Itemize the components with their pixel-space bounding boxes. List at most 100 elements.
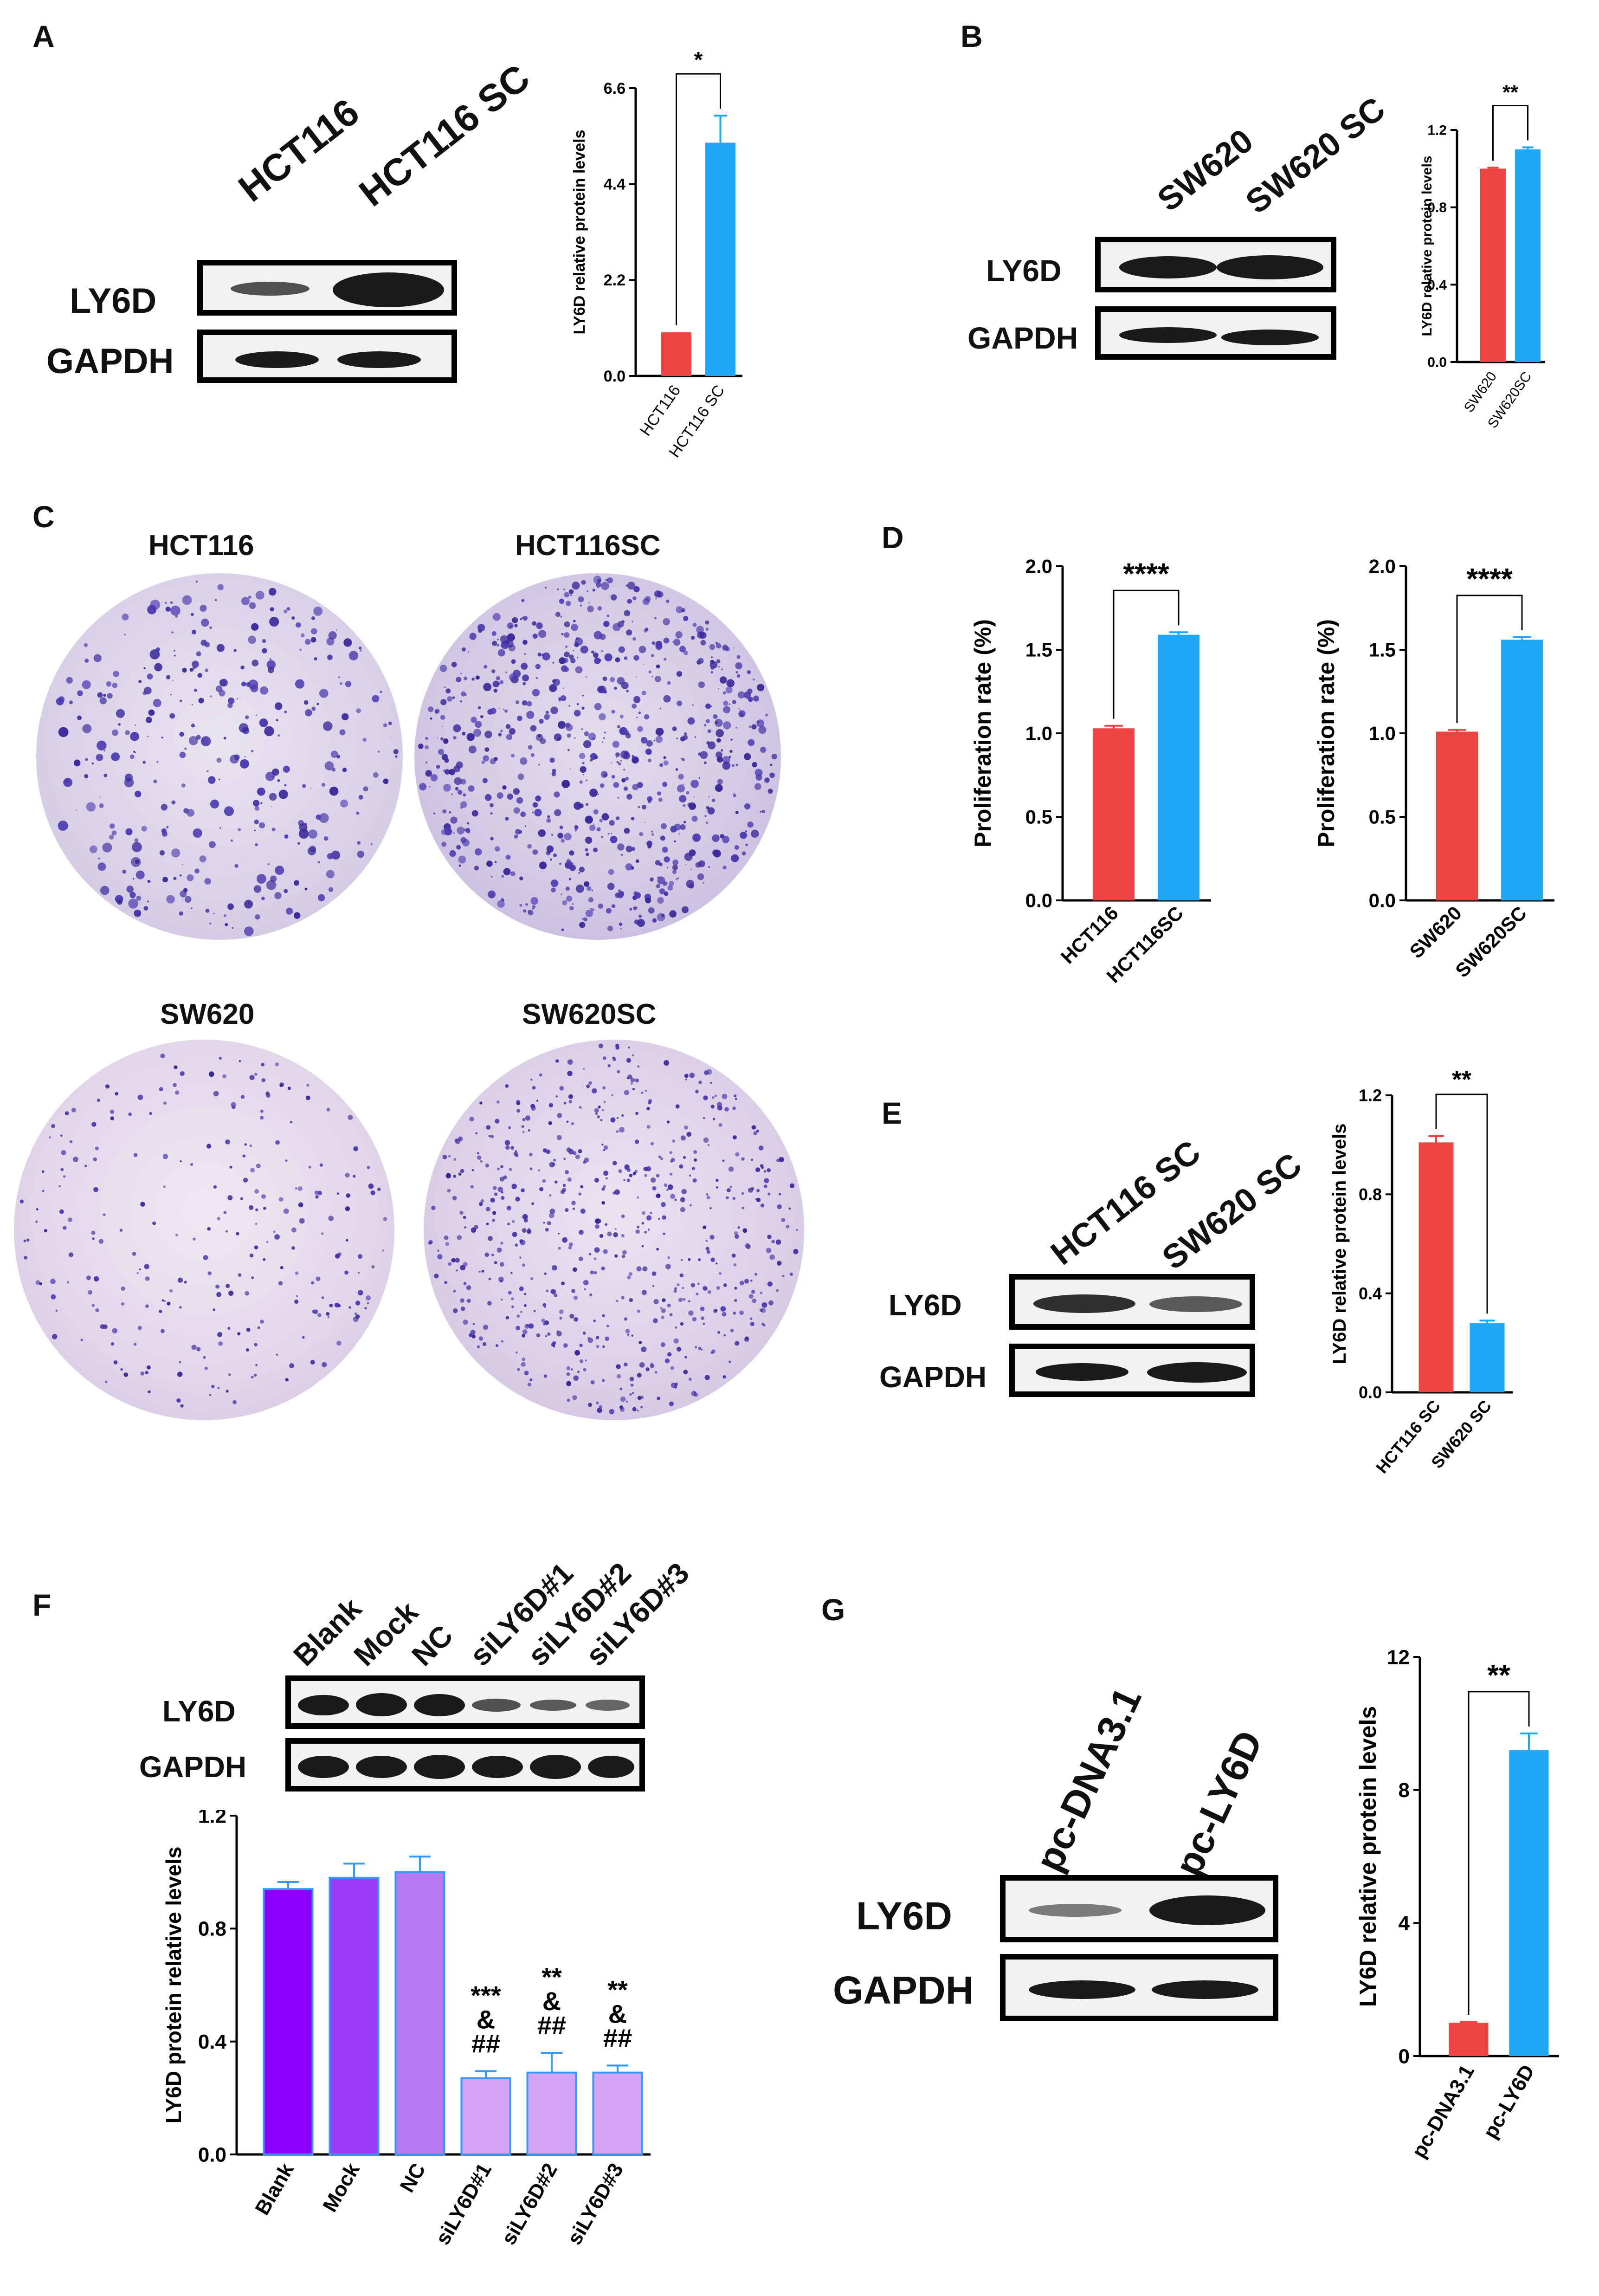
colony — [770, 763, 773, 766]
colony — [569, 905, 574, 911]
colony — [788, 1207, 791, 1210]
colony — [512, 617, 518, 623]
colony — [708, 866, 710, 868]
colony — [613, 686, 617, 690]
colony — [605, 579, 608, 582]
colony — [232, 1400, 237, 1404]
colony — [732, 1197, 736, 1200]
colony — [580, 604, 582, 607]
colony — [504, 1140, 510, 1145]
colony — [728, 1166, 734, 1172]
colony — [520, 757, 528, 765]
colony — [493, 688, 498, 693]
colony — [528, 1129, 530, 1132]
colony — [466, 733, 475, 741]
bar-SW620 SC — [1470, 1323, 1505, 1392]
colony — [353, 1175, 356, 1178]
colony — [126, 886, 134, 893]
colony — [603, 737, 605, 739]
colony — [587, 590, 588, 592]
colony — [489, 803, 494, 808]
colony — [241, 597, 250, 606]
colony — [254, 819, 259, 825]
colony — [667, 1256, 671, 1259]
colony — [705, 703, 711, 709]
panel-letter-c: C — [32, 499, 55, 534]
colony — [187, 874, 194, 881]
y-tick-label: 0.0 — [1369, 890, 1396, 912]
colony — [692, 704, 694, 706]
colony — [521, 599, 525, 602]
colony — [105, 1084, 110, 1089]
colony — [340, 682, 343, 685]
colony — [505, 854, 511, 860]
colony — [64, 1111, 69, 1116]
colony — [620, 760, 622, 762]
colony — [637, 1225, 640, 1229]
colony — [488, 1236, 493, 1241]
colony — [517, 773, 524, 780]
colony — [50, 1279, 56, 1284]
colony — [442, 809, 447, 814]
colony — [255, 1222, 258, 1225]
colony — [129, 754, 135, 759]
colony — [329, 1304, 333, 1307]
colony — [614, 1254, 618, 1258]
colony — [722, 835, 729, 843]
colony — [534, 808, 542, 817]
colony — [637, 1309, 640, 1313]
colony — [298, 828, 309, 839]
colony — [66, 677, 73, 684]
colony — [256, 714, 258, 716]
colony — [278, 1281, 283, 1286]
colony — [619, 727, 628, 736]
colony — [647, 1229, 650, 1231]
plate-title-sw620: SW620 — [160, 998, 255, 1030]
colony — [646, 1125, 651, 1129]
colony — [536, 622, 543, 629]
colony — [513, 807, 520, 814]
colony — [191, 1345, 197, 1350]
colony — [557, 1113, 562, 1118]
colony — [180, 1404, 184, 1408]
colony — [69, 1140, 73, 1144]
colony — [581, 728, 583, 730]
colony — [505, 671, 508, 674]
colony — [663, 657, 667, 661]
colony — [86, 1275, 91, 1281]
colony — [341, 713, 349, 721]
colony — [107, 693, 113, 699]
colony — [693, 1392, 696, 1395]
colony — [658, 1155, 661, 1158]
colony — [676, 737, 678, 739]
colony — [240, 1197, 243, 1200]
colony — [761, 1308, 766, 1313]
colony — [571, 1289, 576, 1294]
colony — [638, 914, 642, 918]
colony — [563, 1102, 567, 1105]
colony — [284, 711, 287, 713]
colony — [35, 1280, 40, 1285]
band — [1152, 1980, 1258, 1999]
colony — [345, 1239, 348, 1242]
colony — [694, 1346, 697, 1349]
band — [530, 1755, 581, 1779]
colony — [722, 761, 731, 770]
colony — [179, 1306, 182, 1309]
colony — [147, 1365, 151, 1370]
colony — [289, 1363, 294, 1368]
colony — [227, 1195, 233, 1201]
colony — [667, 867, 669, 869]
colony — [619, 1387, 623, 1391]
colony — [621, 682, 629, 689]
colony — [345, 681, 352, 687]
colony — [618, 1169, 622, 1173]
colony — [259, 1116, 264, 1120]
colony — [197, 673, 203, 678]
colony — [562, 1184, 566, 1187]
colony — [462, 647, 466, 652]
colony — [26, 1238, 30, 1242]
bar-siLY6D#2 — [526, 2071, 577, 2155]
bar-Mock — [329, 1876, 380, 2156]
colony — [198, 698, 204, 704]
